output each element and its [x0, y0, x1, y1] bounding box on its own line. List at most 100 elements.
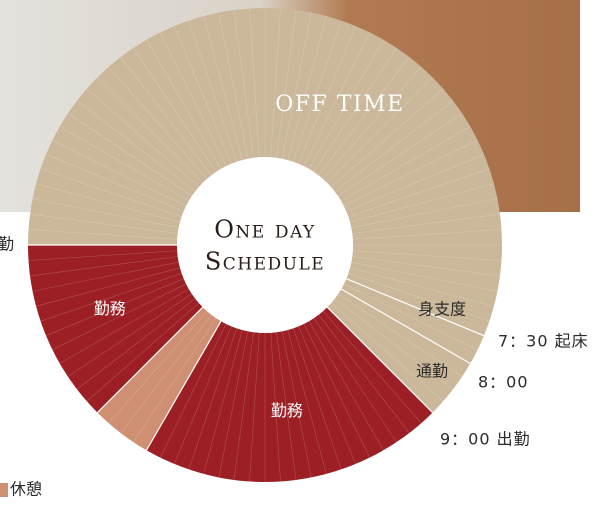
center-title: Schedule — [205, 248, 325, 276]
division-line — [313, 318, 397, 443]
division-line — [133, 47, 217, 172]
division-line — [133, 318, 217, 443]
division-line — [341, 126, 471, 202]
division-line — [338, 293, 463, 377]
segment-label: 通勤 — [416, 362, 448, 381]
division-line — [352, 213, 501, 234]
division-line — [293, 328, 342, 470]
boundary-line — [145, 320, 222, 451]
division-line — [249, 8, 260, 158]
division-line — [174, 25, 232, 164]
segment — [341, 278, 484, 364]
division-line — [97, 77, 203, 183]
division-line — [174, 326, 232, 465]
division-line — [28, 250, 178, 261]
division-line — [218, 331, 249, 478]
boundary-line — [96, 306, 204, 414]
segment — [97, 307, 221, 451]
division-line — [108, 66, 208, 180]
division-line — [343, 283, 478, 351]
segment-label: 勤務 — [94, 299, 126, 318]
division-line — [52, 139, 187, 207]
division-line — [45, 278, 184, 336]
boundary-line — [340, 288, 471, 365]
division-line — [67, 113, 192, 197]
boundary-line — [346, 278, 485, 337]
division-line — [327, 77, 433, 183]
division-line — [276, 9, 297, 158]
division-line — [303, 323, 371, 458]
segment — [146, 307, 433, 482]
division-line — [120, 314, 212, 434]
division-line — [29, 256, 178, 277]
division-line — [203, 15, 243, 161]
division-line — [32, 198, 179, 229]
division-line — [318, 314, 410, 434]
time-label: 9：00 出勤 — [440, 430, 531, 449]
boundary-line — [326, 306, 434, 414]
segment-label: 勤務 — [271, 401, 303, 420]
division-line — [188, 20, 237, 162]
division-line — [270, 332, 281, 482]
legend-swatch — [0, 483, 8, 497]
time-label: 7：30 起床 — [498, 332, 589, 351]
division-line — [330, 88, 444, 188]
legend-label: 休憩 — [10, 480, 42, 499]
division-line — [322, 310, 422, 424]
division-line — [188, 328, 237, 470]
ring — [28, 7, 503, 482]
division-line — [303, 32, 371, 167]
division-line — [334, 298, 454, 390]
division-line — [249, 332, 260, 482]
segment — [28, 7, 503, 336]
division-line — [218, 12, 249, 159]
division-line — [338, 113, 463, 197]
division-line — [67, 293, 192, 377]
division-line — [52, 283, 187, 351]
division-line — [45, 154, 184, 212]
division-line — [233, 9, 254, 158]
division-line — [322, 66, 422, 180]
division-line — [334, 100, 454, 192]
segment — [327, 289, 471, 413]
division-line — [287, 15, 327, 161]
division-line — [287, 329, 327, 475]
division-line — [308, 39, 384, 169]
division-line — [352, 229, 502, 240]
division-line — [28, 229, 178, 240]
division-line — [203, 329, 243, 475]
division-line — [270, 8, 281, 158]
division-line — [330, 302, 444, 402]
time-label: 退勤 — [0, 235, 15, 254]
division-line — [298, 25, 356, 164]
division-line — [159, 32, 227, 167]
division-line — [349, 267, 495, 307]
division-line — [120, 56, 212, 176]
division-line — [298, 326, 356, 465]
division-line — [146, 39, 222, 169]
division-line — [281, 331, 312, 478]
division-line — [308, 321, 384, 451]
division-line — [318, 56, 410, 176]
division-line — [29, 213, 178, 234]
division-line — [233, 332, 254, 481]
division-line — [76, 100, 196, 192]
division-line — [293, 20, 342, 162]
center-title: One day — [214, 216, 316, 244]
division-line — [348, 273, 490, 322]
division-line — [86, 302, 200, 402]
division-line — [348, 168, 490, 217]
division-line — [40, 168, 182, 217]
division-line — [32, 261, 179, 292]
division-line — [59, 288, 189, 364]
division-line — [159, 323, 227, 458]
division-line — [108, 310, 208, 424]
division-line — [35, 267, 181, 307]
segment-label: 身支度 — [418, 300, 466, 319]
division-line — [346, 154, 485, 212]
division-line — [349, 183, 495, 223]
division-line — [40, 273, 182, 322]
division-line — [59, 126, 189, 202]
